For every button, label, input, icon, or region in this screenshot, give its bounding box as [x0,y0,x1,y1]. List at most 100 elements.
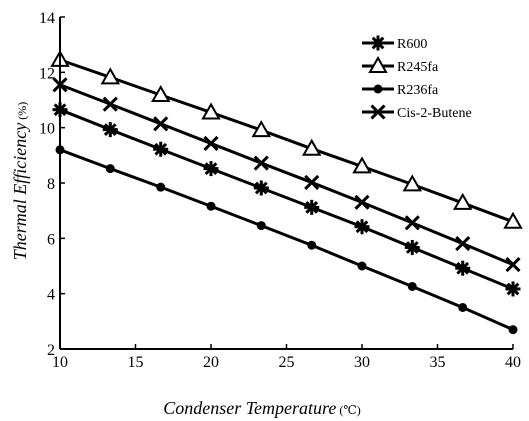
data-point-r236fa [407,281,417,291]
data-point-r600-stroke [254,181,268,195]
x-tick-label: 40 [505,354,521,371]
y-tick-label: 2 [47,342,55,359]
legend-item-r245fa: R245fa [362,55,439,75]
data-point-r245fa-shape [150,85,171,103]
data-point-r245fa [251,120,272,138]
data-point-r236fa-shape [256,221,266,231]
legend-label: Cis-2-Butene [397,106,472,121]
data-point-r245fa-shape [402,174,423,192]
data-point-r600-stroke [405,241,419,254]
series-line-r245fa [59,58,514,224]
data-point-cis-2-butene-stroke [354,194,370,210]
data-point-r600 [455,260,471,276]
data-point-cis-2-butene-stroke [304,174,320,191]
data-point-cis-2-butene [253,155,269,171]
data-point-cis-2-butene [505,257,521,273]
x-tick-label: 35 [430,354,446,371]
series-line-cis-2-butene [59,83,514,267]
data-point-r600 [304,199,320,215]
data-point-r600-stroke [103,123,117,136]
y-tick-label: 12 [39,65,55,82]
data-point-cis-2-butene-stroke [455,236,471,252]
data-point-r245fa-shape [251,120,272,138]
legend-label: R245fa [397,60,439,75]
data-point-r236fa [156,182,166,192]
y-tick-label: 10 [39,121,55,138]
y-tick-label: 6 [47,231,55,248]
y-tick-label: 4 [47,287,55,304]
legend-label: R600 [397,37,427,52]
series-line-r600 [59,108,514,291]
series-r236fa [55,145,518,335]
data-point-cis-2-butene [455,236,471,252]
data-point-r600-stroke [204,162,218,175]
data-point-r245fa [503,211,523,229]
legend-marker-r236fa-shape [373,84,383,94]
y-axis-title: Thermal Efficiency (%) [10,102,30,260]
data-point-r245fa-shape [201,102,221,120]
data-point-cis-2-butene-stroke [253,155,269,171]
data-point-r236fa [206,201,216,211]
series-r245fa [50,49,523,229]
legend-label: R236fa [397,83,439,98]
data-point-r245fa-shape [301,138,322,156]
data-point-r236fa [105,164,115,174]
data-point-r600-stroke [154,142,168,156]
data-point-r245fa [452,192,473,210]
x-tick-label: 10 [52,354,68,371]
data-point-r600 [253,180,269,196]
data-point-cis-2-butene [153,116,169,132]
data-point-r600 [505,281,521,297]
data-point-r236fa-shape [156,182,166,192]
axes [59,16,514,350]
legend-marker-r245fa-shape [368,55,388,73]
data-point-r236fa [458,303,468,312]
data-point-cis-2-butene-stroke [505,257,521,273]
series-r600 [52,102,521,297]
data-point-r600 [354,219,370,235]
data-point-cis-2-butene [404,215,420,231]
data-point-cis-2-butene-stroke [153,116,169,132]
data-point-cis-2-butene-stroke [102,96,118,112]
data-point-r236fa-shape [357,261,367,271]
legend-item-r600: R600 [362,35,427,52]
y-axis-unit: (%) [15,102,29,120]
data-point-r245fa-shape [352,156,372,174]
x-axis-title-text: Condenser Temperature [163,398,336,418]
data-point-r236fa-shape [105,164,115,174]
data-point-r236fa-shape [458,303,468,312]
data-point-cis-2-butene-stroke [404,215,420,231]
legend-marker-r600 [370,35,386,51]
data-point-cis-2-butene-stroke [203,135,219,151]
x-tick-label: 25 [279,354,295,371]
tick-labels: 2 4 6 8 10 12 14 10 15 20 25 30 35 40 [39,10,521,371]
data-point-r600 [102,122,118,138]
legend-marker-r245fa [368,55,388,73]
data-point-r236fa-shape [307,240,317,250]
data-point-r245fa [301,138,322,156]
data-point-r245fa [100,67,121,85]
series-layer [50,49,523,335]
y-axis-title-text: Thermal Efficiency [10,123,30,260]
data-point-r236fa-shape [206,201,216,211]
legend-marker-r236fa [373,84,383,94]
data-point-r600 [203,161,219,177]
data-point-r600-stroke [305,200,319,214]
data-point-r600-stroke [456,261,470,275]
data-point-cis-2-butene [304,174,320,191]
data-point-cis-2-butene [203,135,219,151]
data-point-r245fa [352,156,372,174]
data-point-r245fa-shape [100,67,121,85]
data-point-r245fa [402,174,423,192]
data-point-r236fa [357,261,367,271]
data-point-r245fa [201,102,221,120]
legend-marker-cis-2-butene-stroke [370,104,386,120]
y-tick-label: 8 [47,176,55,193]
legend-item-cis-2-butene: Cis-2-Butene [362,104,472,121]
data-point-r600 [153,141,169,157]
legend-item-r236fa: R236fa [362,83,439,98]
x-tick-label: 20 [203,354,219,371]
data-point-cis-2-butene [102,96,118,112]
data-point-cis-2-butene [354,194,370,210]
